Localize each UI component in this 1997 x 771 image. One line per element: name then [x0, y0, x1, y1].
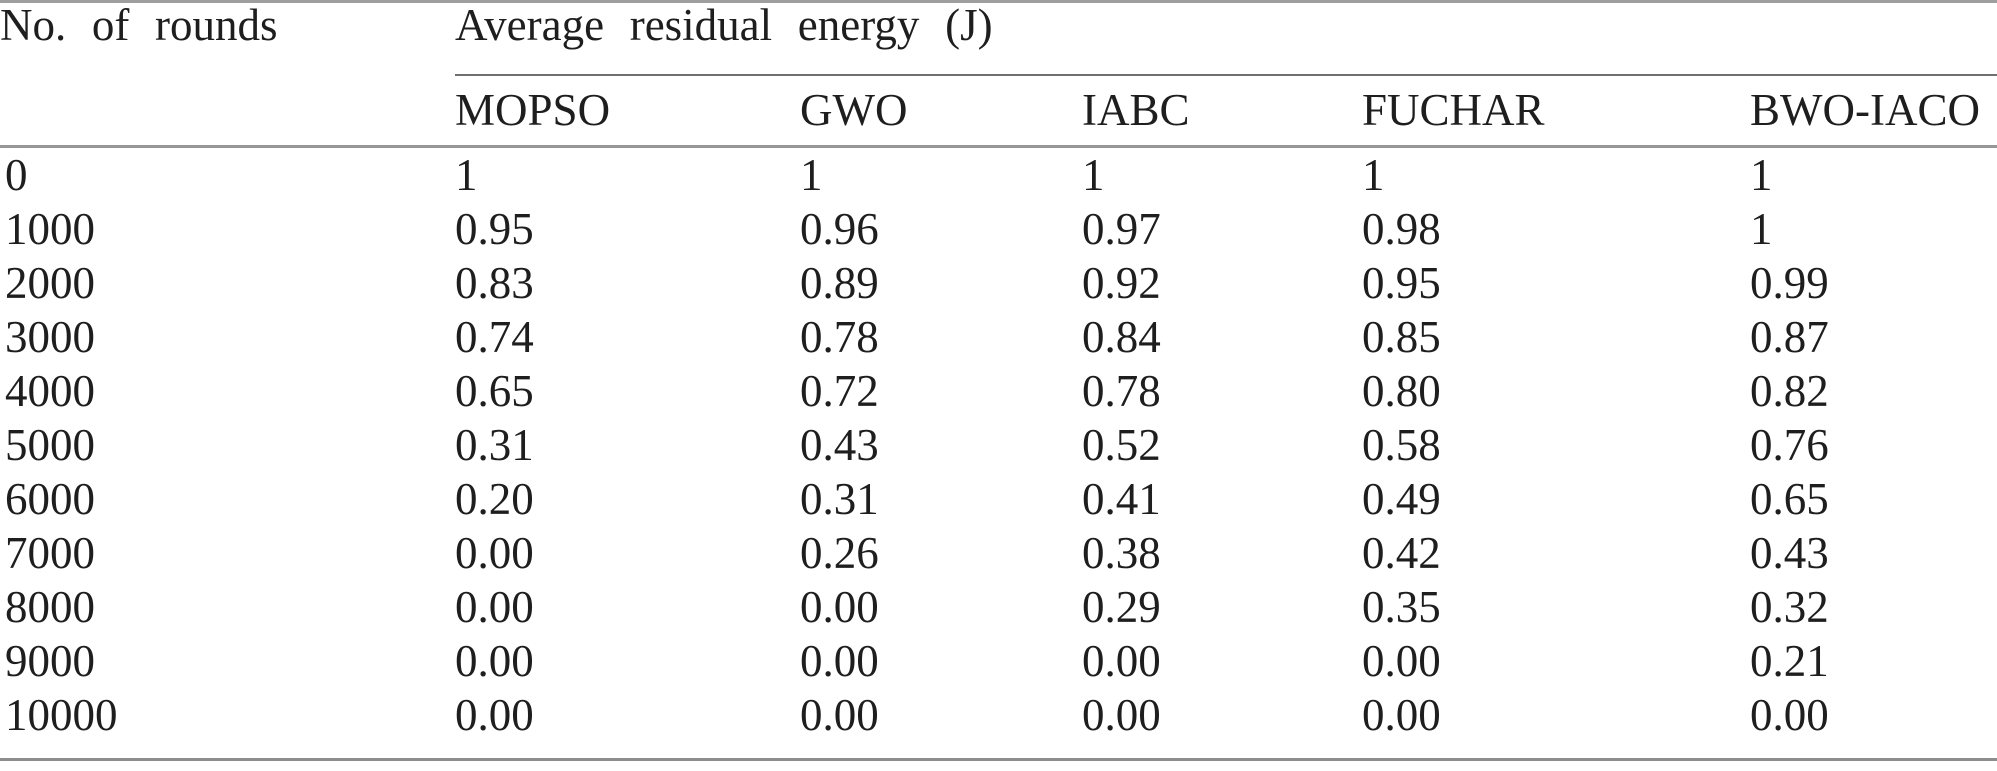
value-cell: 0.76	[1750, 419, 1829, 470]
value-cell: 0.96	[800, 203, 879, 254]
table-row: 1000 0.95 0.96 0.97 0.98 1	[0, 202, 1997, 256]
value-cell: 0.31	[800, 473, 879, 524]
value-cell: 0.43	[1750, 527, 1829, 578]
table-body: 0 1 1 1 1 1 1000 0.95 0.96 0.97 0.98 1 2000 0.83 0.89 0…	[0, 147, 1997, 743]
value-cell: 1	[455, 149, 478, 200]
value-cell: 1	[1750, 203, 1773, 254]
value-cell: 1	[1362, 149, 1385, 200]
value-cell: 0.00	[800, 581, 879, 632]
value-cell: 0.65	[1750, 473, 1829, 524]
value-cell: 0.85	[1362, 311, 1441, 362]
value-cell: 0.43	[800, 419, 879, 470]
value-cell: 0.35	[1362, 581, 1441, 632]
table-row: 10000 0.00 0.00 0.00 0.00 0.00	[0, 688, 1997, 742]
value-cell: 0.80	[1362, 365, 1441, 416]
round-cell: 10000	[5, 689, 118, 740]
col-header-fuchar: FUCHAR	[1362, 75, 1750, 148]
value-cell: 0.00	[1082, 689, 1161, 740]
round-cell: 0	[5, 149, 28, 200]
round-cell: 4000	[5, 365, 95, 416]
table-row: 0 1 1 1 1 1	[0, 147, 1997, 203]
round-cell: 1000	[5, 203, 95, 254]
value-cell: 0.49	[1362, 473, 1441, 524]
value-cell: 0.00	[455, 635, 534, 686]
value-cell: 1	[1750, 149, 1773, 200]
value-cell: 0.97	[1082, 203, 1161, 254]
residual-energy-table: No. of rounds Average residual energy (J…	[0, 3, 1997, 742]
value-cell: 0.00	[1362, 635, 1441, 686]
value-cell: 0.00	[1362, 689, 1441, 740]
group-column-header: Average residual energy (J)	[455, 3, 1997, 76]
round-cell: 6000	[5, 473, 95, 524]
table-row: 3000 0.74 0.78 0.84 0.85 0.87	[0, 310, 1997, 364]
value-cell: 0.65	[455, 365, 534, 416]
col-header-bwoiaco: BWO-IACO	[1750, 75, 1997, 148]
value-cell: 0.83	[455, 257, 534, 308]
value-cell: 0.78	[1082, 365, 1161, 416]
round-cell: 2000	[5, 257, 95, 308]
value-cell: 0.95	[1362, 257, 1441, 308]
value-cell: 1	[1082, 149, 1105, 200]
table-row: 5000 0.31 0.43 0.52 0.58 0.76	[0, 418, 1997, 472]
value-cell: 0.82	[1750, 365, 1829, 416]
round-cell: 9000	[5, 635, 95, 686]
round-cell: 3000	[5, 311, 95, 362]
value-cell: 0.42	[1362, 527, 1441, 578]
table-row: 9000 0.00 0.00 0.00 0.00 0.21	[0, 634, 1997, 688]
value-cell: 0.29	[1082, 581, 1161, 632]
value-cell: 0.00	[1082, 635, 1161, 686]
value-cell: 0.95	[455, 203, 534, 254]
round-cell: 8000	[5, 581, 95, 632]
round-cell: 5000	[5, 419, 95, 470]
value-cell: 0.41	[1082, 473, 1161, 524]
table-row: 4000 0.65 0.72 0.78 0.80 0.82	[0, 364, 1997, 418]
value-cell: 0.38	[1082, 527, 1161, 578]
value-cell: 0.00	[455, 527, 534, 578]
value-cell: 0.84	[1082, 311, 1161, 362]
value-cell: 0.32	[1750, 581, 1829, 632]
value-cell: 0.99	[1750, 257, 1829, 308]
value-cell: 0.00	[1750, 689, 1829, 740]
value-cell: 0.87	[1750, 311, 1829, 362]
value-cell: 0.52	[1082, 419, 1161, 470]
table-row: 2000 0.83 0.89 0.92 0.95 0.99	[0, 256, 1997, 310]
value-cell: 0.98	[1362, 203, 1441, 254]
algorithm-header-row: MOPSO GWO IABC FUCHAR BWO-IACO	[0, 75, 1997, 148]
value-cell: 0.74	[455, 311, 534, 362]
table-row: 8000 0.00 0.00 0.29 0.35 0.32	[0, 580, 1997, 634]
round-cell: 7000	[5, 527, 95, 578]
table-row: 7000 0.00 0.26 0.38 0.42 0.43	[0, 526, 1997, 580]
group-header-row: No. of rounds Average residual energy (J…	[0, 3, 1997, 148]
value-cell: 0.00	[800, 635, 879, 686]
col-header-gwo: GWO	[800, 75, 1082, 148]
rounds-column-header: No. of rounds	[0, 3, 455, 148]
value-cell: 0.78	[800, 311, 879, 362]
value-cell: 0.92	[1082, 257, 1161, 308]
table-head: No. of rounds Average residual energy (J…	[0, 3, 1997, 148]
value-cell: 0.20	[455, 473, 534, 524]
value-cell: 0.72	[800, 365, 879, 416]
value-cell: 1	[800, 149, 823, 200]
value-cell: 0.21	[1750, 635, 1829, 686]
value-cell: 0.00	[455, 689, 534, 740]
col-header-mopso: MOPSO	[455, 75, 800, 148]
value-cell: 0.26	[800, 527, 879, 578]
value-cell: 0.89	[800, 257, 879, 308]
value-cell: 0.00	[800, 689, 879, 740]
value-cell: 0.31	[455, 419, 534, 470]
value-cell: 0.00	[455, 581, 534, 632]
col-header-iabc: IABC	[1082, 75, 1362, 148]
value-cell: 0.58	[1362, 419, 1441, 470]
table-row: 6000 0.20 0.31 0.41 0.49 0.65	[0, 472, 1997, 526]
